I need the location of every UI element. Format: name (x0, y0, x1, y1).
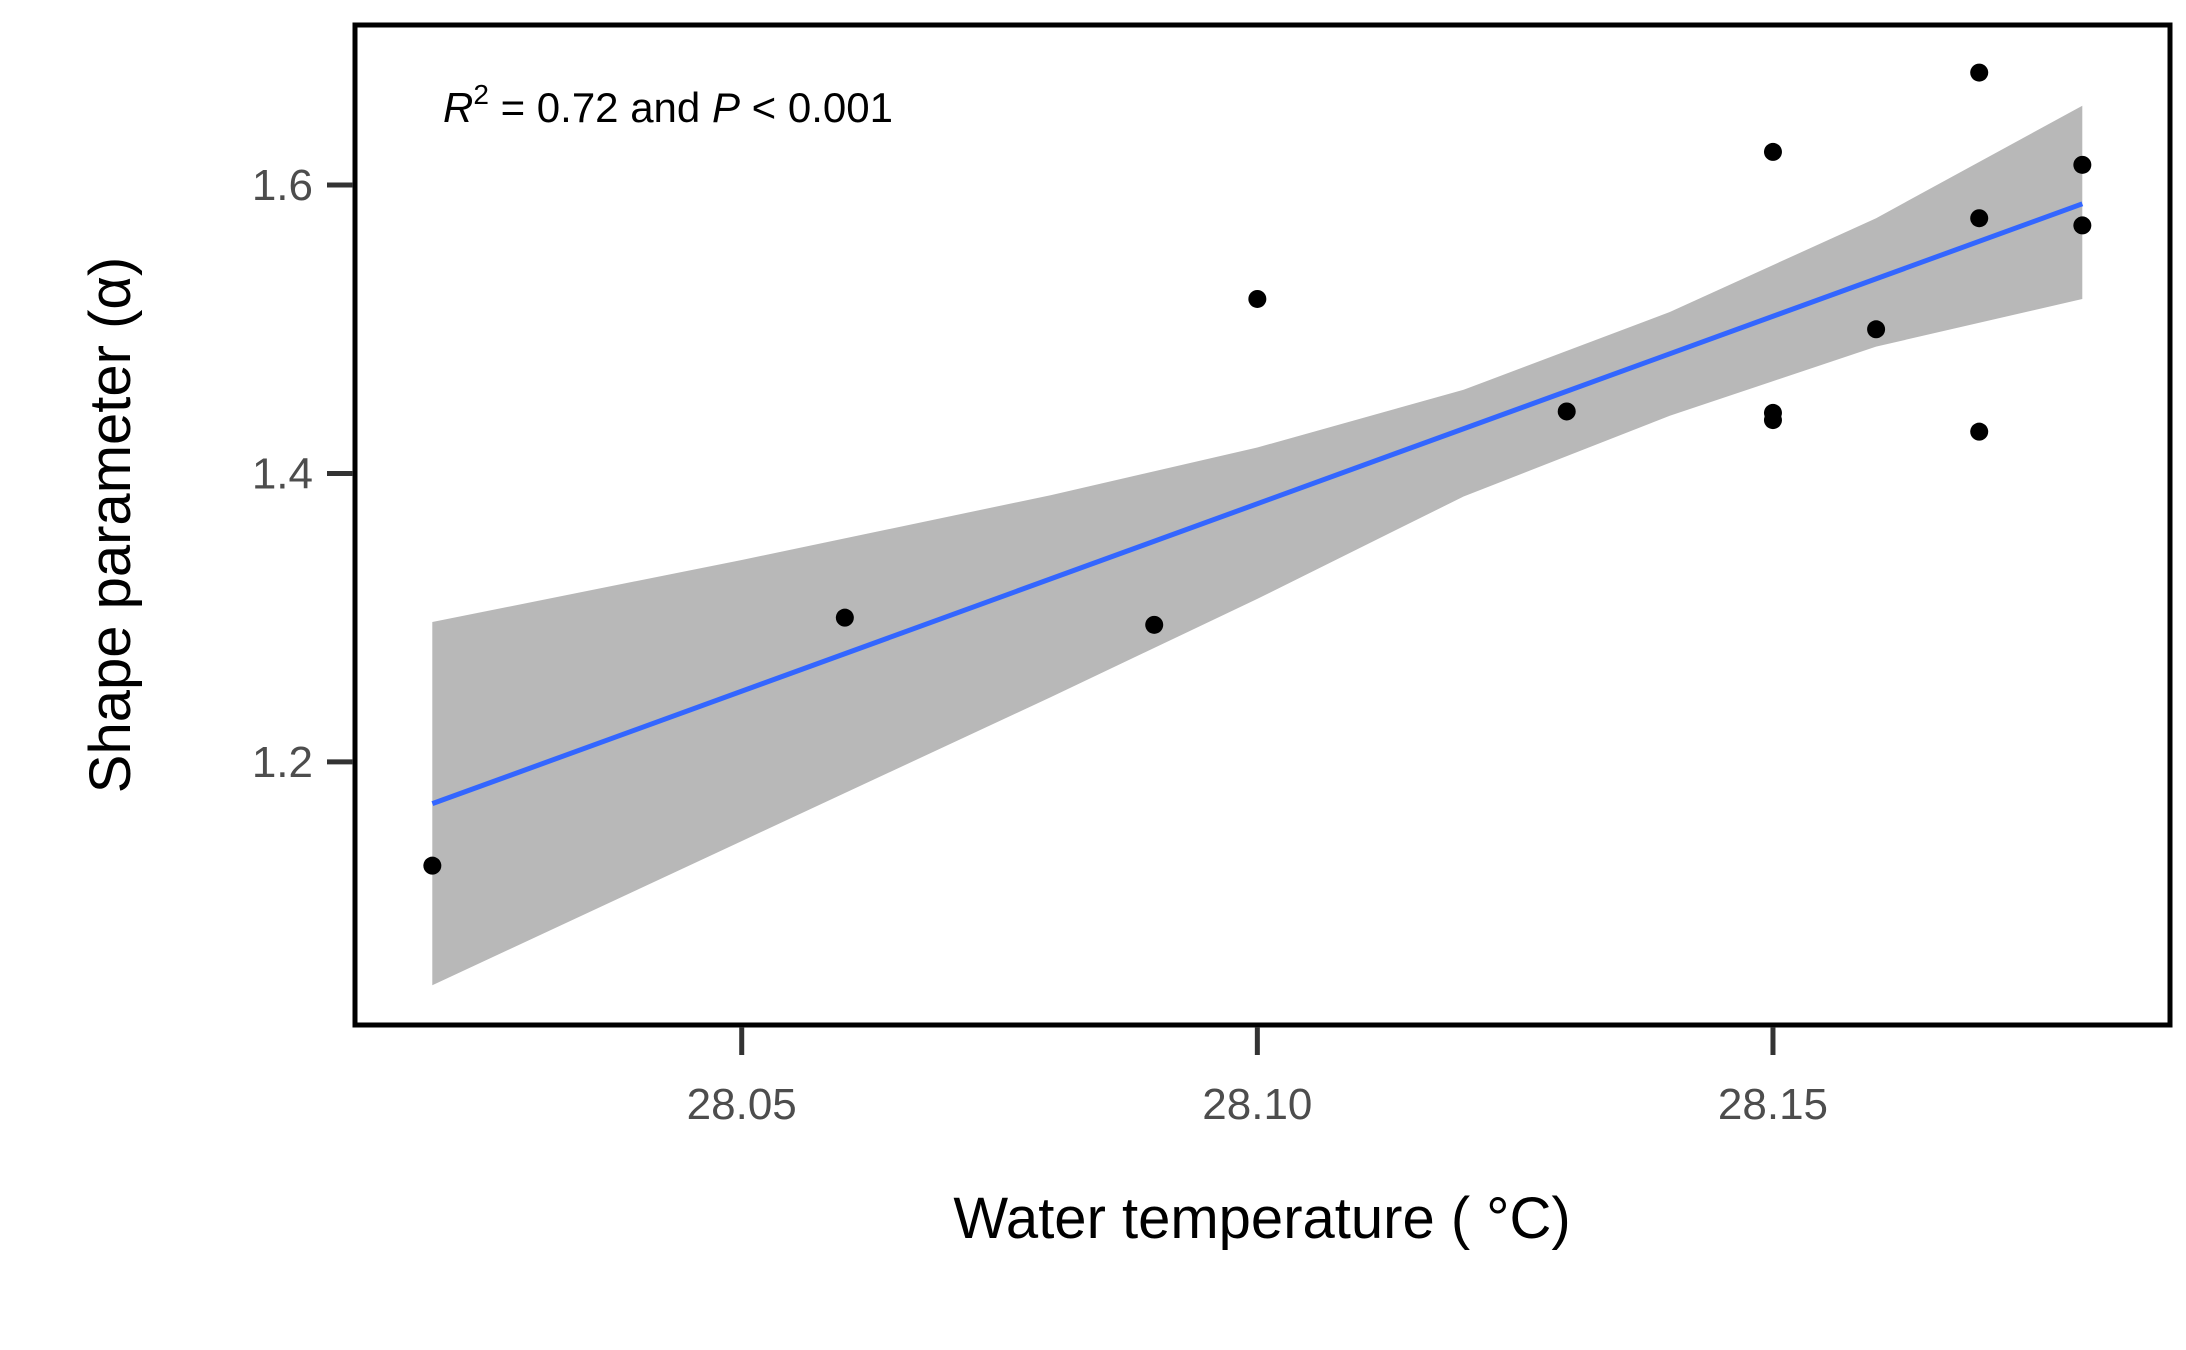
y-tick-label: 1.2 (252, 738, 313, 787)
x-axis: 28.05 28.10 28.15 (687, 1027, 1828, 1129)
x-tick-label: 28.05 (687, 1080, 797, 1129)
x-axis-title: Water temperature ( °C) (953, 1186, 1570, 1251)
p-value: < 0.001 (740, 84, 893, 131)
plot-panel (423, 63, 2092, 986)
y-axis: 1.2 1.4 1.6 (252, 161, 353, 787)
confidence-band (432, 105, 2083, 986)
r-value: = 0.72 and (489, 84, 712, 131)
p-symbol: P (712, 84, 740, 131)
y-tick-label: 1.6 (252, 161, 313, 210)
r-symbol: R (443, 84, 473, 131)
data-point (423, 856, 442, 875)
data-point (835, 608, 854, 627)
data-point (1763, 411, 1782, 430)
fit-statistics-annotation: R2 = 0.72 and P < 0.001 (443, 79, 893, 131)
data-point (1145, 615, 1164, 634)
data-point (1763, 142, 1782, 161)
panel-border (352, 22, 2173, 1028)
data-point (1970, 422, 1989, 441)
data-point (1557, 402, 1576, 421)
y-tick-label: 1.4 (252, 449, 313, 498)
x-tick-label: 28.10 (1202, 1080, 1312, 1129)
data-point (2073, 216, 2092, 235)
data-point (1867, 320, 1886, 339)
data-point (2073, 155, 2092, 174)
regression-line (431, 201, 2084, 807)
data-point (1248, 289, 1267, 308)
data-point (1970, 63, 1989, 82)
data-point (1970, 209, 1989, 228)
r-exponent: 2 (473, 79, 489, 110)
x-tick-label: 28.15 (1718, 1080, 1828, 1129)
y-axis-title: Shape parameter (α) (78, 257, 143, 793)
